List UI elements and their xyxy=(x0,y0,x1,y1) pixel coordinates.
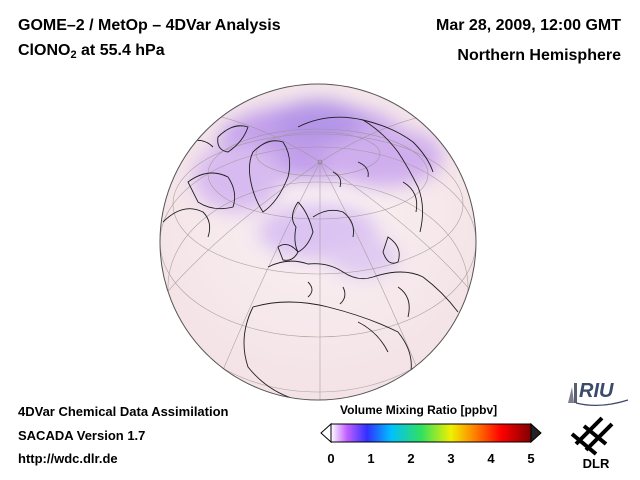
globe-map xyxy=(159,83,477,401)
colorbar-tick-1: 1 xyxy=(367,451,375,466)
colorbar-tick-3: 3 xyxy=(447,451,455,466)
colorbar-scale xyxy=(330,423,532,443)
title-date: Mar 28, 2009, 12:00 GMT xyxy=(436,17,621,34)
title-analysis: GOME–2 / MetOp – 4DVar Analysis xyxy=(18,17,281,34)
colorbar-tick-4: 4 xyxy=(487,451,495,466)
species-subscript: 2 xyxy=(70,49,77,61)
footer-system: 4DVar Chemical Data Assimilation xyxy=(18,404,229,419)
colorbar-tick-5: 5 xyxy=(527,451,535,466)
colorbar-tick-0: 0 xyxy=(327,451,335,466)
colorbar-title: Volume Mixing Ratio [ppbv] xyxy=(340,403,498,417)
colorbar-low-arrow xyxy=(320,422,332,444)
svg-text:RIU: RIU xyxy=(579,380,614,402)
graticule xyxy=(160,111,476,400)
species-name: ClONO xyxy=(18,42,71,59)
colorbar xyxy=(320,422,542,444)
globe-outline xyxy=(159,83,477,401)
footer-version: SACADA Version 1.7 xyxy=(18,428,146,443)
dlr-logo: DLR xyxy=(570,416,614,471)
title-species: ClONO2 at 55.4 hPa xyxy=(18,42,165,61)
footer-url: http://wdc.dlr.de xyxy=(18,451,118,466)
colorbar-tick-2: 2 xyxy=(407,451,415,466)
svg-text:DLR: DLR xyxy=(583,456,610,471)
north-pole-marker xyxy=(317,159,323,165)
title-region: Northern Hemisphere xyxy=(457,47,621,64)
species-level: at 55.4 hPa xyxy=(76,42,165,59)
riu-logo: RIU xyxy=(568,380,629,406)
colorbar-high-arrow xyxy=(530,422,542,444)
concentration-field xyxy=(160,100,476,400)
